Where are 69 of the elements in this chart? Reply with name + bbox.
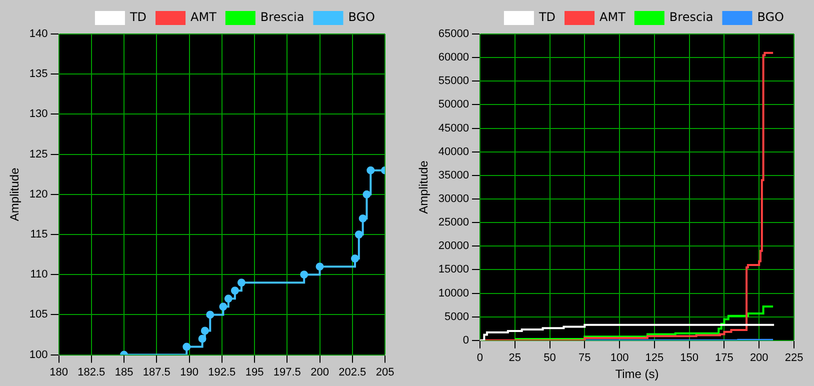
y-tick-label: 65000 [438,28,469,40]
y-tick-label: 45000 [438,122,469,134]
legend-label: Brescia [260,10,304,24]
x-tick-label: 205 [376,366,394,378]
x-tick-label: 175 [715,352,734,364]
x-tick-label: 0 [476,352,484,364]
x-tick-label: 25 [508,352,522,364]
point [362,190,371,198]
y-axis-title: Amplitude [8,167,22,222]
x-tick-label: 190 [180,366,198,378]
point [219,302,228,311]
point [300,270,308,279]
y-tick-label: 135 [29,68,48,80]
y-tick-label: 5000 [444,310,469,323]
x-tick-label: 150 [680,352,699,364]
point [230,286,239,295]
y-tick-label: 115 [30,228,48,241]
point [206,310,214,319]
x-tick-label: 75 [578,352,591,364]
legend-label: AMT [190,10,218,24]
x-tick-label: 125 [645,352,664,364]
y-axis-title: Amplitude [416,160,431,214]
x-tick-label: 182.5 [78,366,106,378]
y-tick-label: 35000 [438,169,469,182]
point [200,326,209,335]
x-tick-label: 225 [784,352,804,364]
x-tick-label: 202.5 [338,366,366,378]
point [358,214,367,222]
x-axis-title: Time (s) [615,367,659,382]
y-tick-label: 110 [30,268,48,281]
y-tick-label: 25000 [438,216,469,229]
point [224,294,232,303]
y-tick-label: 50000 [438,98,469,111]
legend-label: BGO [348,10,375,24]
y-tick-label: 60000 [438,52,469,64]
y-tick-label: 140 [29,28,48,40]
y-tick-label: 120 [29,188,48,200]
x-tick-label: 195 [245,366,264,378]
legend-label: BGO [757,10,784,24]
y-tick-label: 55000 [438,75,469,88]
y-tick-label: 30000 [438,193,469,206]
point [354,230,363,238]
legend-label: TD [538,10,556,24]
y-tick-label: 20000 [438,240,469,252]
x-tick-label: 187.5 [142,366,170,378]
x-tick-label: 180 [50,366,68,378]
legend-label: Brescia [669,10,714,24]
legend-label: AMT [600,10,626,24]
point [198,334,206,343]
y-tick-label: 0 [462,334,469,346]
y-tick-label: 10000 [438,287,469,300]
y-tick-label: 40000 [438,146,469,158]
legend-label: TD [128,10,147,24]
x-tick-label: 200 [750,352,768,364]
y-tick-label: 125 [29,148,48,160]
x-tick-label: 185 [114,366,134,378]
y-tick-label: 130 [29,108,48,120]
x-tick-label: 100 [610,352,629,364]
point [182,342,191,351]
point [316,262,324,271]
point [366,166,375,174]
y-tick-label: 105 [29,308,48,321]
x-tick-label: 200 [310,366,329,378]
x-tick-label: 197.5 [273,366,301,378]
point [237,278,246,287]
point [350,254,359,263]
y-tick-label: 15000 [438,264,469,276]
x-tick-label: 50 [544,352,556,364]
x-tick-label: 192.5 [208,366,236,378]
